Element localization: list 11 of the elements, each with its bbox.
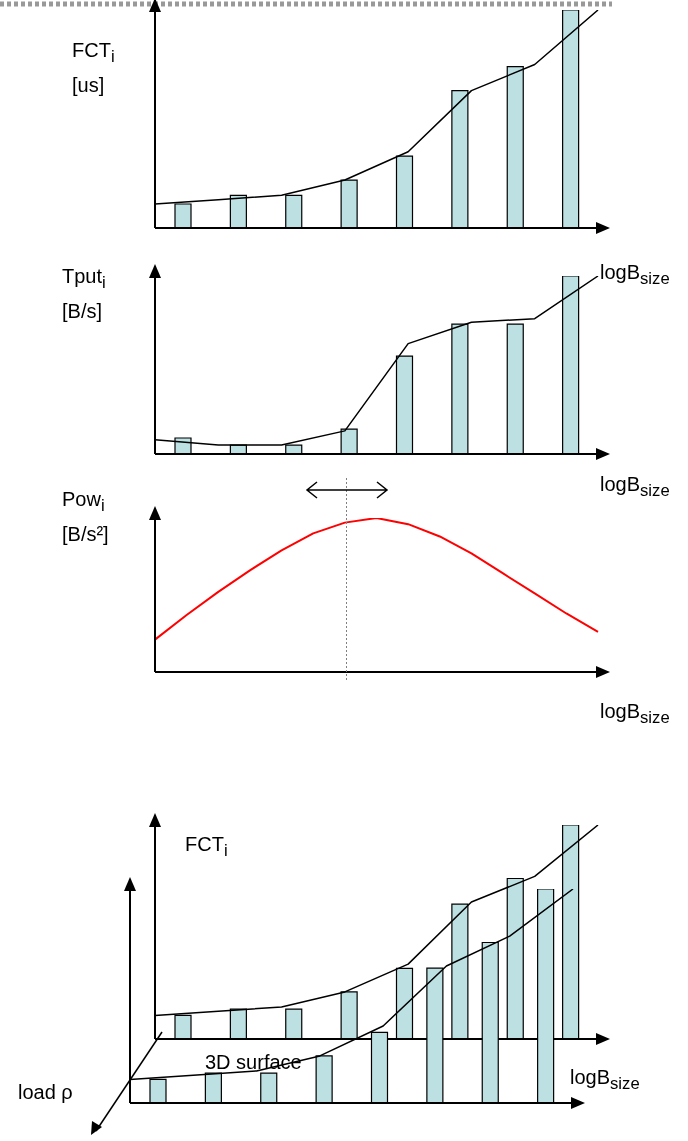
- y-axis-title: Tput$_{i}$ [B/s]: [62, 264, 107, 324]
- x-axis-title: logB$_{size}$: [600, 472, 670, 502]
- annotation: 3D surface: [205, 1050, 302, 1075]
- x-axis-title: logB$_{size}$: [570, 1065, 640, 1095]
- y-axis-title: FCT$_{i}$: [185, 832, 229, 862]
- y-axis-title: Pow$_{i}$ [B/s²]: [62, 487, 110, 547]
- text: load ρ: [18, 1080, 73, 1105]
- x-axis-title: logB$_{size}$: [600, 699, 670, 729]
- bar: [506, 323, 524, 454]
- x-axis-title: logB$_{size}$: [600, 260, 670, 290]
- y-axis-title: FCT$_{i}$ [us]: [72, 38, 116, 98]
